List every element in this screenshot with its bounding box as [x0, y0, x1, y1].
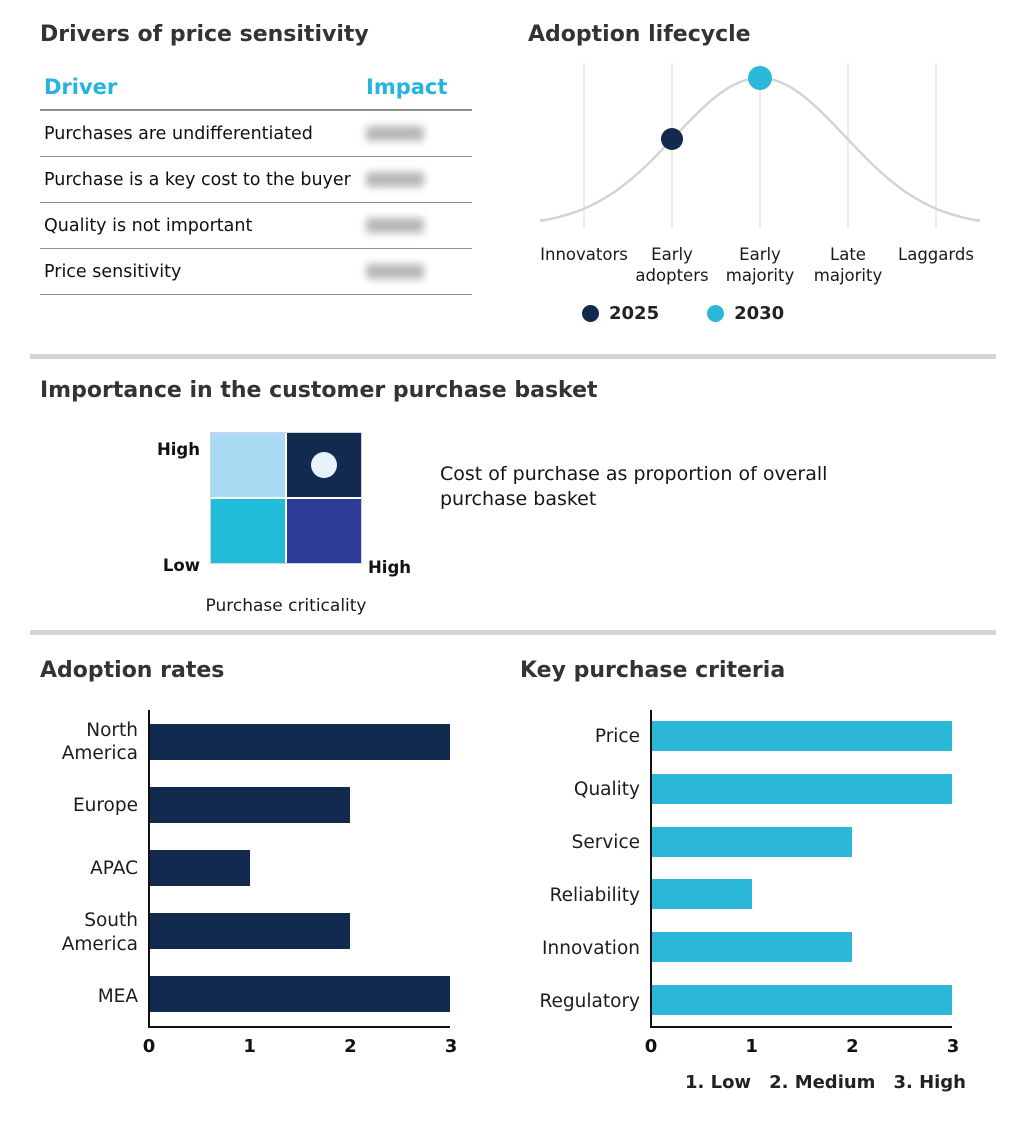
tick-label: 2	[846, 1036, 859, 1057]
tick-label: 3	[444, 1036, 458, 1057]
x-axis-title: Purchase criticality	[205, 596, 367, 616]
bar-label: MEA	[97, 985, 138, 1007]
adoption-rates-chart: North America Europe APAC South America …	[20, 710, 450, 1028]
point-2030	[748, 66, 772, 90]
table-row: Price sensitivity	[40, 249, 472, 295]
legend-item: 2025	[582, 303, 659, 324]
section-divider	[30, 630, 996, 635]
tick-label: 3	[946, 1036, 960, 1057]
category-label: Early majority	[725, 245, 795, 285]
bar-mea	[150, 976, 450, 1013]
footnote-item: 3. High	[893, 1072, 966, 1093]
criteria-title: Key purchase criteria	[520, 658, 786, 683]
legend-item: 2030	[707, 303, 784, 324]
adoption-rates-title: Adoption rates	[40, 658, 225, 683]
lifecycle-section: Adoption lifecycle Innovators Early adop…	[528, 22, 998, 324]
legend-label: 2025	[609, 303, 660, 324]
impact-value-blurred	[366, 126, 424, 141]
quadrant-bottom-right	[287, 499, 361, 563]
basket-annotation: Cost of purchase as proportion of overal…	[440, 463, 828, 511]
bar-label: Quality	[573, 778, 640, 800]
lifecycle-chart: Innovators Early adopters Early majority…	[539, 61, 981, 324]
legend-dot-2030	[707, 305, 725, 322]
legend-dot-2025	[582, 305, 599, 322]
lifecycle-category-labels: Innovators Early adopters Early majority…	[540, 245, 980, 291]
footnote-item: 1. Low	[684, 1072, 752, 1093]
bar-apac	[150, 850, 250, 886]
impact-value-blurred	[366, 264, 424, 279]
bar-label: Europe	[72, 794, 138, 816]
bar-quality	[652, 774, 952, 804]
table-row: Purchase is a key cost to the buyer	[40, 157, 472, 203]
y-axis-high-label: High	[156, 440, 200, 459]
quadrant-bottom-left	[211, 499, 285, 563]
purchase-basket-matrix	[210, 432, 362, 564]
drivers-table-header: Driver Impact	[40, 75, 472, 111]
impact-value-blurred	[366, 218, 424, 233]
criteria-chart: Price Quality Service Reliability Innova…	[520, 710, 952, 1028]
bar-label: North America	[61, 719, 138, 764]
criteria-plot	[650, 710, 952, 1028]
adoption-rates-ticks: 0 1 2 3	[143, 1030, 458, 1057]
category-label: Early adopters	[635, 245, 709, 285]
adoption-rates-labels: North America Europe APAC South America …	[20, 710, 148, 1028]
criteria-labels: Price Quality Service Reliability Innova…	[520, 710, 650, 1028]
bar-europe	[150, 786, 350, 823]
y-axis-low-label: Low	[162, 556, 200, 575]
driver-cell: Purchase is a key cost to the buyer	[44, 169, 351, 190]
legend-label: 2030	[734, 303, 785, 324]
tick-label: 1	[745, 1036, 758, 1057]
matrix-marker-dot	[311, 452, 337, 478]
impact-value-blurred	[366, 172, 424, 187]
bar-south-america	[150, 913, 350, 950]
bar-label: APAC	[90, 858, 138, 880]
bar-label: South America	[61, 910, 138, 955]
bar-reliability	[652, 879, 752, 910]
drivers-table: Driver Impact Purchases are undifferenti…	[40, 75, 472, 295]
driver-cell: Quality is not important	[44, 215, 253, 236]
footnote-item: 2. Medium	[769, 1072, 876, 1093]
bar-price	[652, 721, 952, 752]
criteria-footnote: 1. Low 2. Medium 3. High	[650, 1072, 966, 1093]
quadrant-top-left	[211, 433, 285, 497]
lifecycle-plot-svg	[539, 63, 981, 229]
lifecycle-legend: 2025 2030	[582, 303, 980, 324]
bar-label: Price	[594, 725, 640, 747]
column-header-driver: Driver	[44, 75, 118, 99]
table-row: Purchases are undifferentiated	[40, 111, 472, 157]
lifecycle-title: Adoption lifecycle	[528, 22, 751, 47]
bar-label: Service	[571, 831, 640, 853]
x-axis-high-label: High	[368, 558, 412, 577]
category-label: Innovators	[540, 245, 628, 264]
table-row: Quality is not important	[40, 203, 472, 249]
drivers-title: Drivers of price sensitivity	[40, 22, 369, 47]
basket-title: Importance in the customer purchase bask…	[40, 378, 598, 403]
bar-innovation	[652, 932, 852, 963]
adoption-rates-plot	[148, 710, 450, 1028]
bar-regulatory	[652, 984, 952, 1015]
bar-service	[652, 826, 852, 857]
bar-label: Innovation	[542, 937, 640, 959]
bar-label: Reliability	[549, 884, 640, 906]
point-2025	[661, 128, 683, 150]
column-header-impact: Impact	[366, 75, 448, 99]
criteria-ticks: 0 1 2 3	[645, 1030, 960, 1057]
driver-cell: Price sensitivity	[44, 261, 182, 282]
bar-label: Regulatory	[539, 990, 640, 1012]
tick-label: 1	[243, 1036, 256, 1057]
tick-label: 2	[344, 1036, 357, 1057]
category-label: Laggards	[898, 245, 974, 264]
bar-north-america	[150, 723, 450, 760]
section-divider	[30, 354, 996, 359]
category-label: Late majority	[813, 245, 883, 285]
drivers-section: Drivers of price sensitivity Driver Impa…	[40, 22, 472, 295]
tick-label: 0	[142, 1036, 156, 1057]
driver-cell: Purchases are undifferentiated	[44, 123, 313, 144]
tick-label: 0	[644, 1036, 658, 1057]
